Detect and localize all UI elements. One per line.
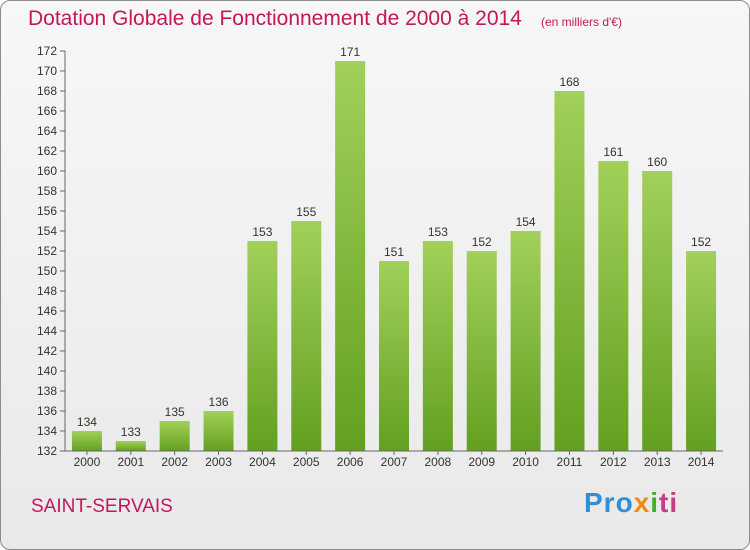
bar-value-label: 136 bbox=[209, 395, 229, 409]
y-tick-label: 140 bbox=[37, 364, 57, 378]
bar-value-label: 161 bbox=[603, 145, 623, 159]
x-tick-label: 2003 bbox=[205, 455, 232, 469]
y-tick-label: 146 bbox=[37, 304, 57, 318]
y-tick-label: 142 bbox=[37, 344, 57, 358]
y-tick-label: 170 bbox=[37, 64, 57, 78]
bar-value-label: 135 bbox=[165, 405, 185, 419]
y-tick-label: 160 bbox=[37, 164, 57, 178]
bar-value-label: 168 bbox=[559, 75, 579, 89]
bar-value-label: 160 bbox=[647, 155, 667, 169]
x-tick-label: 2000 bbox=[74, 455, 101, 469]
bar bbox=[598, 161, 629, 451]
y-tick-label: 158 bbox=[37, 184, 57, 198]
y-tick-label: 168 bbox=[37, 84, 57, 98]
brand-part-2: x bbox=[633, 487, 651, 518]
chart-title: Dotation Globale de Fonctionnement de 20… bbox=[28, 7, 522, 30]
y-tick-label: 164 bbox=[37, 124, 57, 138]
brand-part-4: ti bbox=[659, 487, 679, 518]
x-tick-label: 2010 bbox=[512, 455, 539, 469]
bar bbox=[686, 251, 717, 451]
bars-group: 134 133 135 136 153 155 171 151 153 152 154 168 161 1… bbox=[71, 45, 717, 451]
y-axis: 132 134 136 138 140 142 144 146 148 150 152 154 156 1… bbox=[37, 44, 66, 458]
y-tick-label: 166 bbox=[37, 104, 57, 118]
y-tick-label: 136 bbox=[37, 404, 57, 418]
x-axis: 2000 2001 2002 2003 2004 2005 2006 2007 2008 2009… bbox=[65, 450, 723, 469]
bar-value-label: 155 bbox=[296, 205, 316, 219]
bar-value-label: 153 bbox=[252, 225, 272, 239]
commune-name: SAINT-SERVAIS bbox=[31, 496, 173, 517]
y-tick-label: 138 bbox=[37, 384, 57, 398]
bar bbox=[71, 431, 102, 451]
y-tick-label: 172 bbox=[37, 44, 57, 58]
bar bbox=[642, 171, 673, 451]
bar bbox=[510, 231, 541, 451]
bar-value-label: 154 bbox=[516, 215, 536, 229]
chart-unit: (en milliers d'€) bbox=[541, 15, 622, 29]
bar bbox=[247, 241, 278, 451]
x-tick-label: 2014 bbox=[688, 455, 715, 469]
bar bbox=[554, 91, 585, 451]
bar bbox=[115, 441, 146, 451]
y-tick-label: 162 bbox=[37, 144, 57, 158]
x-tick-label: 2004 bbox=[249, 455, 276, 469]
y-tick-label: 150 bbox=[37, 264, 57, 278]
y-tick-label: 154 bbox=[37, 224, 57, 238]
bar-value-label: 152 bbox=[472, 235, 492, 249]
x-tick-label: 2002 bbox=[161, 455, 188, 469]
bar-value-label: 134 bbox=[77, 415, 97, 429]
y-tick-label: 156 bbox=[37, 204, 57, 218]
bar-value-label: 153 bbox=[428, 225, 448, 239]
x-tick-label: 2013 bbox=[644, 455, 671, 469]
x-tick-label: 2006 bbox=[337, 455, 364, 469]
bar-value-label: 171 bbox=[340, 45, 360, 59]
y-tick-label: 144 bbox=[37, 324, 57, 338]
y-tick-label: 152 bbox=[37, 244, 57, 258]
x-tick-label: 2005 bbox=[293, 455, 320, 469]
bar bbox=[291, 221, 322, 451]
bar bbox=[335, 61, 366, 451]
bar-value-label: 133 bbox=[121, 425, 141, 439]
y-tick-label: 134 bbox=[37, 424, 57, 438]
bar bbox=[159, 421, 190, 451]
brand-logo: Proxiti bbox=[584, 487, 678, 519]
bar bbox=[203, 411, 234, 451]
bar bbox=[379, 261, 409, 451]
x-tick-label: 2009 bbox=[468, 455, 495, 469]
x-tick-label: 2011 bbox=[557, 455, 583, 469]
x-tick-label: 2008 bbox=[425, 455, 452, 469]
bar bbox=[422, 241, 453, 451]
brand-part-3: i bbox=[650, 487, 660, 518]
brand-part-1: Pro bbox=[584, 487, 634, 518]
x-tick-label: 2007 bbox=[381, 455, 408, 469]
x-tick-label: 2012 bbox=[600, 455, 627, 469]
bar-value-label: 152 bbox=[691, 235, 711, 249]
y-tick-label: 148 bbox=[37, 284, 57, 298]
bar-value-label: 151 bbox=[384, 245, 404, 259]
y-tick-label: 132 bbox=[37, 444, 57, 458]
bar bbox=[466, 251, 497, 451]
x-tick-label: 2001 bbox=[117, 455, 144, 469]
